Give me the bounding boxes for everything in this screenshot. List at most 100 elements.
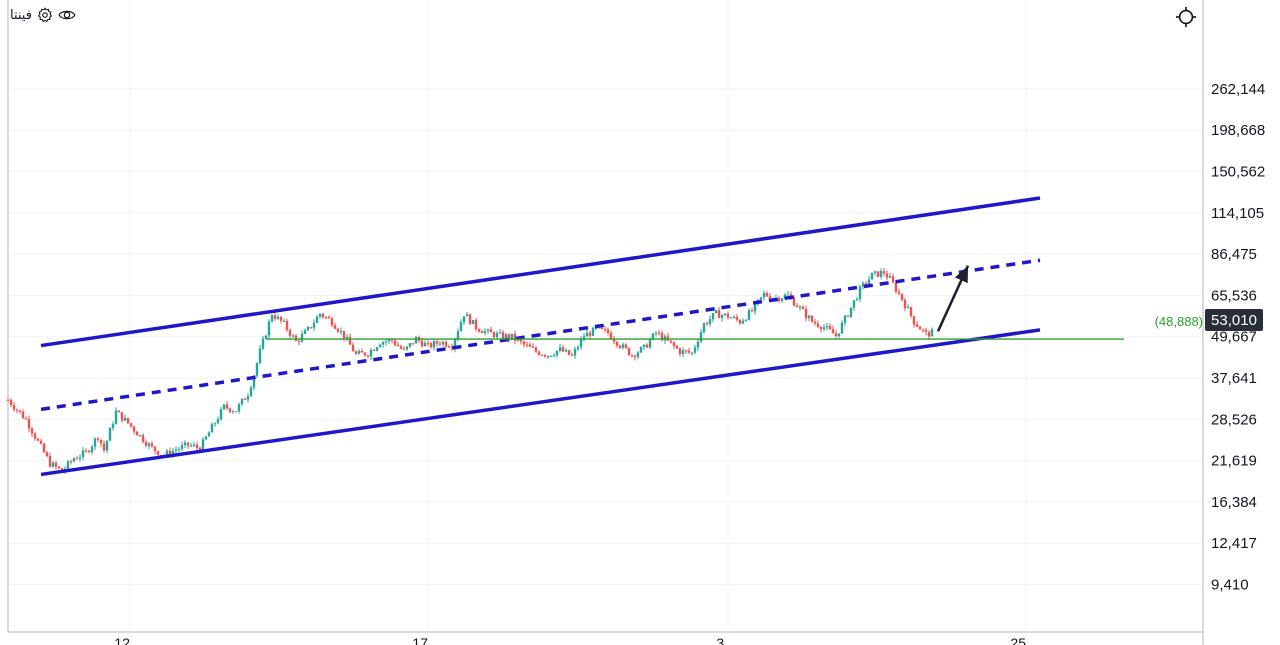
- candle-body: [111, 423, 115, 429]
- candle-body: [498, 332, 502, 334]
- last-price-tag: 53,010: [1205, 309, 1263, 331]
- candle-body: [675, 345, 679, 349]
- candle-body: [399, 346, 403, 349]
- candle-body: [177, 448, 181, 450]
- candle-body: [855, 299, 859, 301]
- candle-body: [603, 329, 607, 331]
- candle-body: [183, 442, 187, 446]
- candle-body: [171, 450, 175, 456]
- candle-body: [267, 321, 271, 336]
- grid-lines: [8, 0, 1203, 632]
- candle-body: [174, 449, 178, 451]
- candle-body: [285, 320, 289, 330]
- candle-body: [561, 347, 565, 352]
- candle-body: [711, 313, 715, 320]
- candle-body: [867, 279, 871, 285]
- candle-body: [900, 293, 904, 300]
- candle-body: [705, 323, 709, 325]
- candle-body: [390, 339, 394, 341]
- candle-body: [846, 315, 850, 317]
- candle-body: [858, 286, 862, 300]
- candle-body: [207, 432, 211, 437]
- candle-body: [90, 446, 94, 453]
- candle-body: [6, 399, 10, 401]
- candle-body: [525, 344, 529, 346]
- candle-body: [396, 344, 400, 347]
- candle-body: [213, 423, 217, 425]
- candle-body: [321, 313, 325, 318]
- candle-body: [201, 439, 205, 452]
- candle-body: [87, 450, 91, 453]
- eye-icon[interactable]: [58, 6, 76, 24]
- candle-body: [456, 331, 460, 339]
- candle-body: [690, 352, 694, 354]
- channel-upper[interactable]: [40, 196, 1041, 348]
- candle-body: [273, 315, 277, 319]
- candle-body: [414, 337, 418, 344]
- candle-body: [357, 351, 361, 354]
- candle-body: [429, 343, 433, 348]
- gear-icon[interactable]: [36, 6, 54, 24]
- candle-body: [831, 329, 835, 334]
- x-tick-label: 17 ...: [412, 635, 443, 645]
- candle-body: [795, 305, 799, 308]
- candle-body: [108, 428, 112, 441]
- candle-body: [72, 458, 76, 462]
- candle-body: [747, 310, 751, 320]
- candle-body: [786, 294, 790, 296]
- crosshair-icon[interactable]: [1175, 6, 1197, 28]
- channel-middle[interactable]: [40, 258, 1041, 412]
- candle-body: [348, 336, 352, 345]
- y-tick-label: 262,144: [1211, 81, 1265, 98]
- candle-body: [843, 315, 847, 323]
- candle-body: [168, 450, 172, 456]
- candle-body: [114, 410, 118, 424]
- candle-body: [279, 316, 283, 321]
- candle-body: [657, 332, 661, 334]
- candle-body: [510, 333, 514, 339]
- candle-body: [387, 339, 391, 342]
- candle-body: [351, 344, 355, 352]
- candle-body: [129, 423, 133, 427]
- candle-body: [531, 346, 535, 348]
- chart-header: فینتا: [10, 6, 76, 24]
- candle-body: [585, 332, 589, 337]
- candle-body: [69, 461, 73, 463]
- candle-body: [801, 306, 805, 309]
- candle-body: [411, 343, 415, 345]
- candle-body: [96, 438, 100, 440]
- candle-body: [879, 271, 883, 277]
- candle-body: [654, 332, 658, 334]
- candle-body: [366, 355, 370, 357]
- candle-body: [513, 333, 517, 341]
- candle-body: [576, 347, 580, 350]
- last-price-label: 53,010: [1211, 312, 1257, 329]
- candle-body: [663, 336, 667, 341]
- candle-body: [642, 344, 646, 348]
- candle-body: [405, 346, 409, 350]
- x-tick-label: 12 ...: [114, 635, 145, 645]
- candle-body: [732, 316, 736, 318]
- candle-body: [597, 327, 601, 329]
- candle-body: [645, 344, 649, 348]
- x-axis: 12 ... 17 ... 3 ... 25 ...: [114, 635, 1041, 645]
- candle-body: [558, 347, 562, 351]
- candle-body: [696, 341, 700, 348]
- candle-body: [876, 271, 880, 277]
- candle-body: [54, 462, 58, 467]
- channel-lower[interactable]: [40, 328, 1041, 477]
- candle-body: [276, 316, 280, 319]
- candle-body: [312, 322, 316, 328]
- candle-body: [519, 339, 523, 342]
- candle-body: [195, 444, 199, 448]
- candle-body: [477, 329, 481, 332]
- candle-body: [363, 352, 367, 356]
- candle-body: [327, 317, 331, 319]
- candle-body: [639, 347, 643, 353]
- candle-body: [441, 341, 445, 345]
- candle-body: [360, 351, 364, 353]
- candle-body: [678, 348, 682, 355]
- drawings[interactable]: [40, 196, 1124, 477]
- candle-body: [735, 316, 739, 320]
